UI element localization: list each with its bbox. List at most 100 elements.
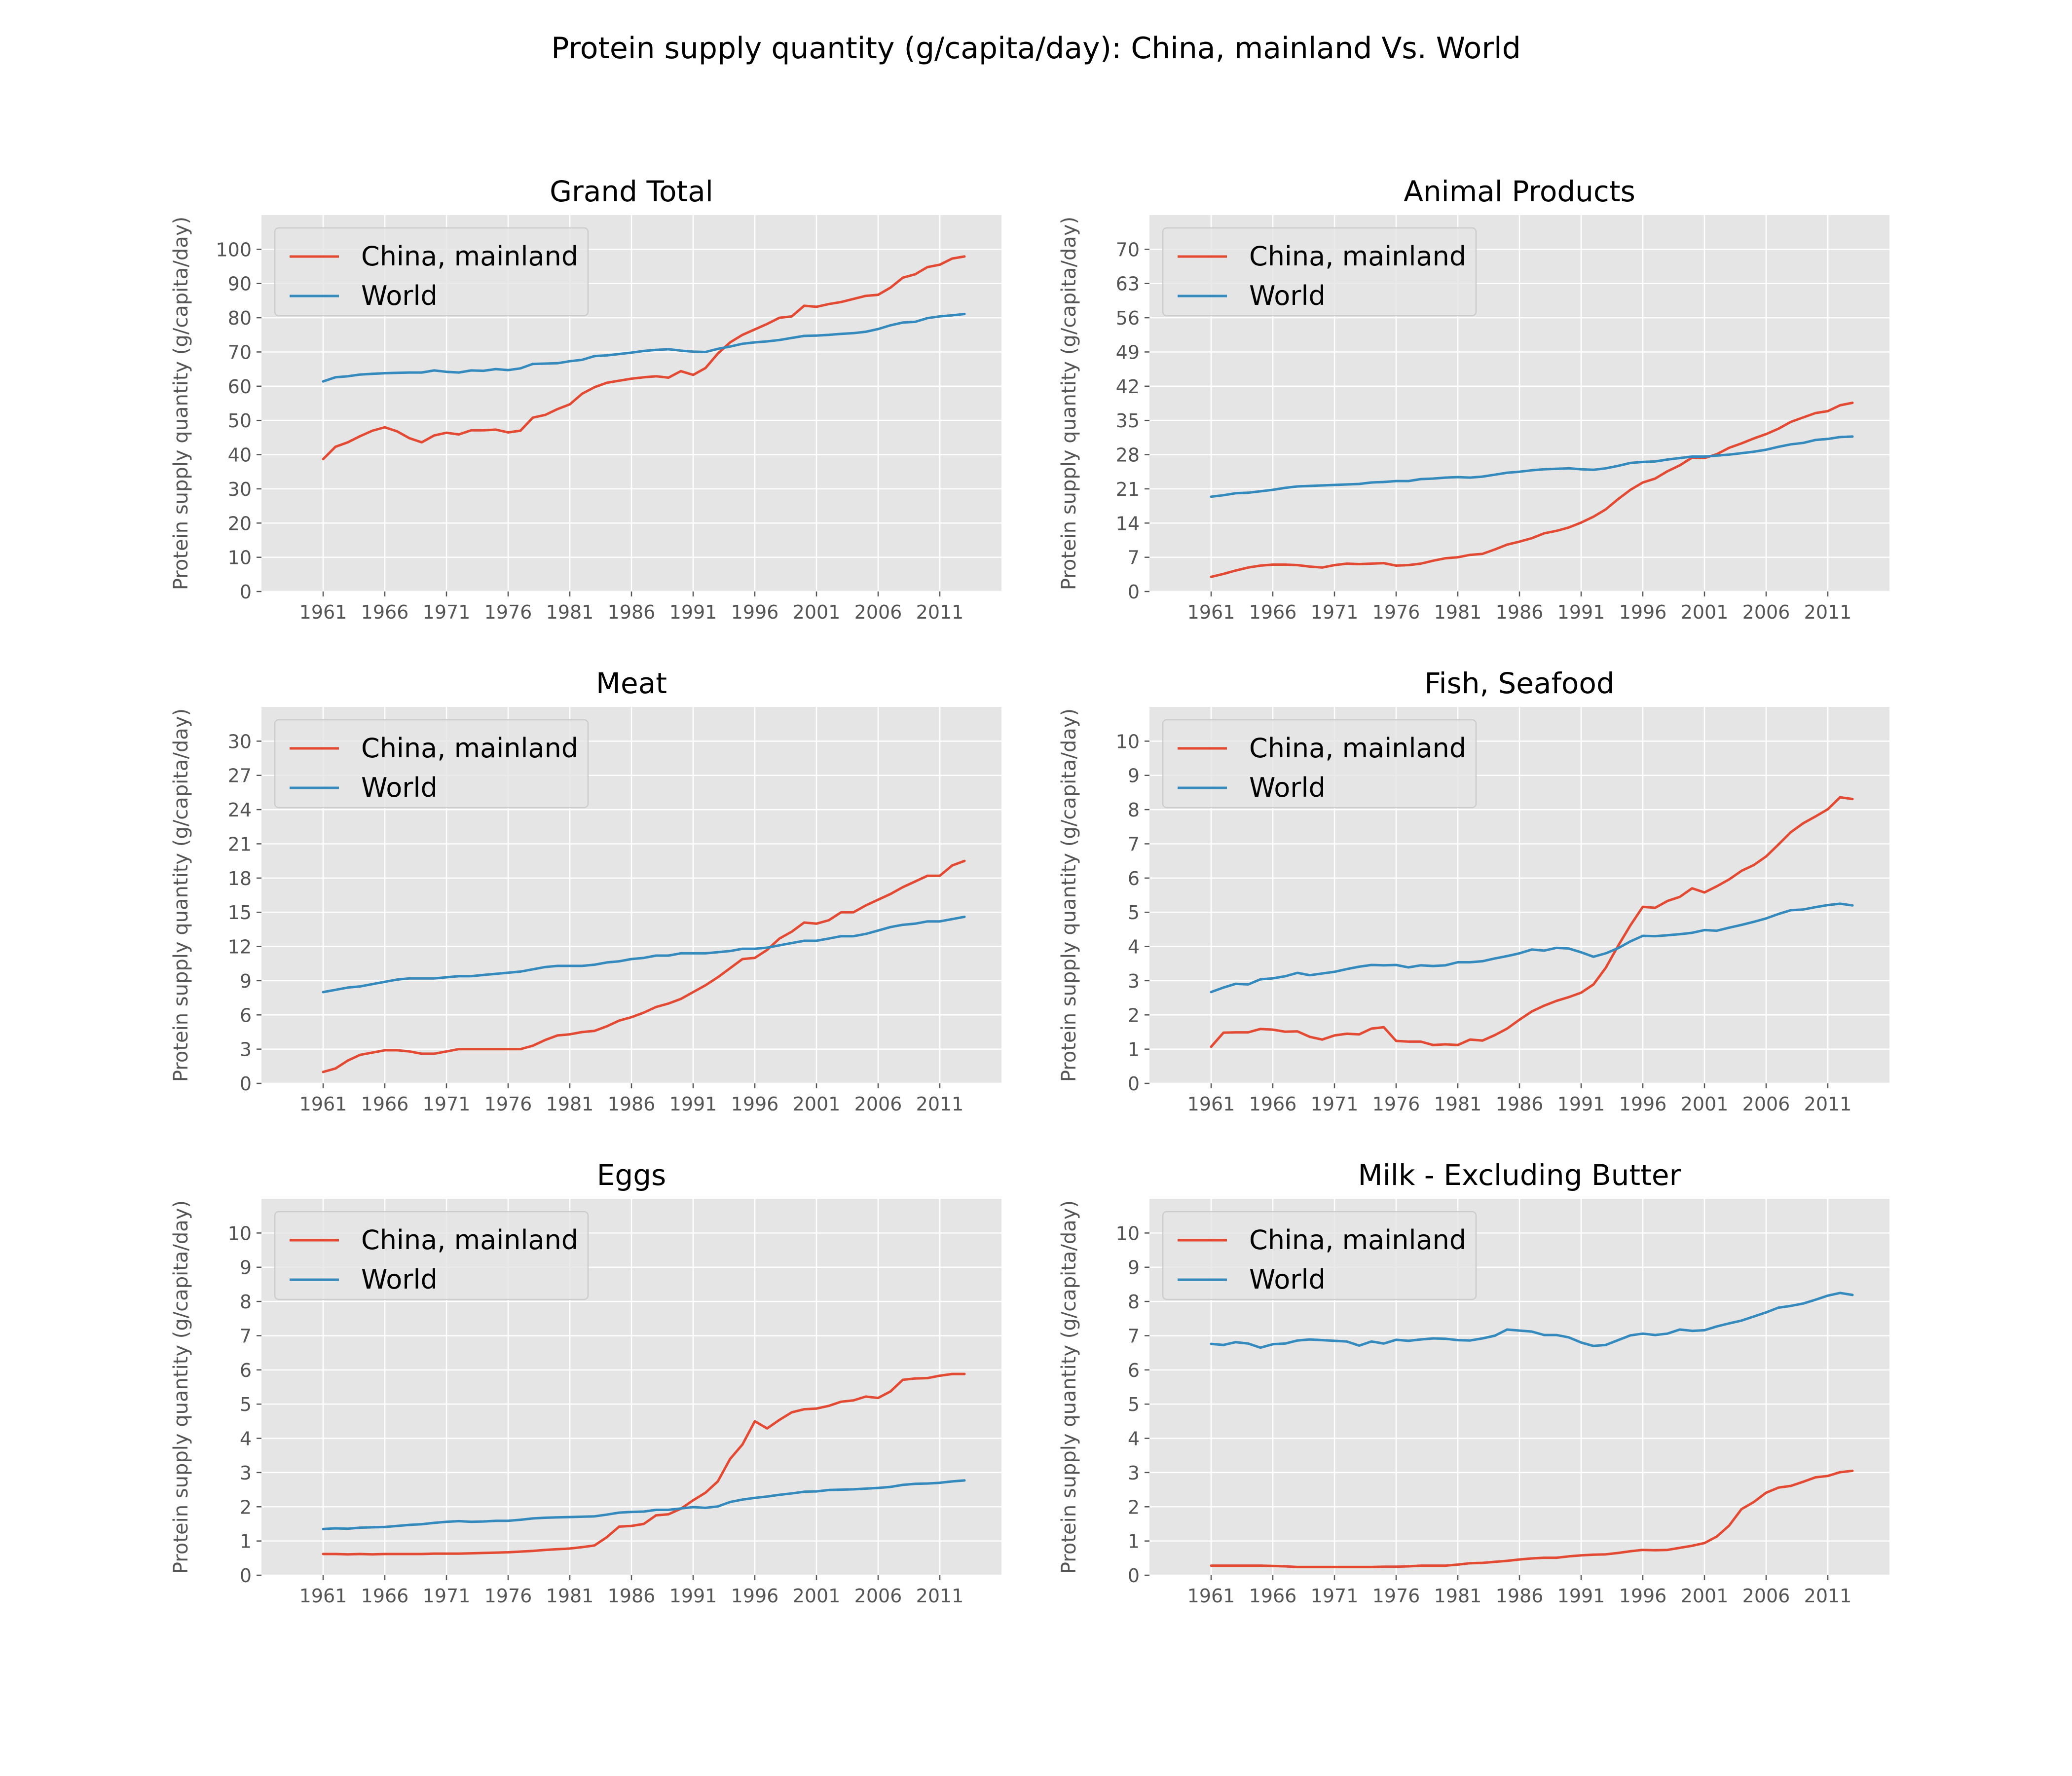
y-tick-label: 15 <box>228 902 252 924</box>
y-tick-label: 3 <box>240 1462 252 1484</box>
y-tick-label: 9 <box>240 1257 252 1279</box>
y-tick-label: 49 <box>1116 341 1140 363</box>
y-tick-label: 0 <box>1128 1565 1140 1587</box>
x-tick-label: 2011 <box>1804 1585 1852 1607</box>
x-tick-label: 1976 <box>1372 1585 1420 1607</box>
series-line-world <box>322 313 966 383</box>
y-tick-label: 6 <box>1128 1360 1140 1381</box>
x-tick-label: 1966 <box>361 601 409 623</box>
chart-panel-1: 0 10 20 30 40 50 60 70 80 90 100 1961 1966 1971 1976 19… <box>170 175 1001 623</box>
x-tick-label: 2011 <box>1804 601 1852 623</box>
y-tick-label: 40 <box>228 444 252 466</box>
series-line-china-mainland <box>322 859 966 1073</box>
y-tick-label: 4 <box>1128 936 1140 958</box>
y-tick-label: 2 <box>240 1496 252 1518</box>
x-tick-label: 1966 <box>1249 1093 1297 1115</box>
x-tick-label: 2006 <box>854 1585 902 1607</box>
legend-label: China, mainland <box>361 1224 578 1256</box>
y-tick-label: 1 <box>1128 1039 1140 1061</box>
x-tick-label: 1976 <box>1372 1093 1420 1115</box>
y-tick-label: 3 <box>1128 1462 1140 1484</box>
y-tick-label: 5 <box>1128 1394 1140 1415</box>
series-line-china-mainland <box>322 1372 966 1556</box>
y-tick-label: 12 <box>228 936 252 958</box>
x-tick-label: 1986 <box>608 601 656 623</box>
y-tick-label: 0 <box>240 1565 252 1587</box>
x-tick-label: 1961 <box>1187 601 1235 623</box>
y-tick-label: 1 <box>1128 1531 1140 1553</box>
series-line-china-mainland <box>1210 402 1854 578</box>
x-tick-label: 1996 <box>1619 601 1667 623</box>
legend-box <box>274 227 589 317</box>
series-line-world <box>1210 435 1854 498</box>
legend-label: China, mainland <box>1249 733 1466 764</box>
chart-panel-2: 0 7 14 21 28 35 42 49 56 63 70 1961 1966 1971 1976 1981… <box>1058 175 1889 623</box>
x-tick-label: 2006 <box>854 1093 902 1115</box>
chart-panel-3: 0 3 6 9 12 15 18 21 24 27 30 1961 1966 1971 1976 1981 19… <box>170 666 1001 1115</box>
y-tick-label: 28 <box>1116 444 1140 466</box>
y-tick-label: 10 <box>1116 731 1140 752</box>
chart-title: Animal Products <box>1404 175 1635 208</box>
x-tick-label: 1986 <box>608 1585 656 1607</box>
x-tick-label: 1991 <box>669 1093 717 1115</box>
x-tick-label: 1981 <box>1434 1093 1482 1115</box>
legend-box <box>1162 719 1477 809</box>
y-tick-label: 42 <box>1116 376 1140 398</box>
y-tick-label: 14 <box>1116 513 1140 534</box>
x-tick-label: 1996 <box>1619 1585 1667 1607</box>
x-tick-label: 1971 <box>423 1093 471 1115</box>
x-tick-label: 2006 <box>854 601 902 623</box>
chart-title: Milk - Excluding Butter <box>1358 1158 1681 1192</box>
y-axis-label: Protein supply quantity (g/capita/day) <box>1058 1200 1080 1574</box>
series-line-world <box>1210 902 1854 994</box>
chart-title: Eggs <box>597 1158 666 1192</box>
y-tick-label: 10 <box>228 1222 252 1244</box>
y-axis-label: Protein supply quantity (g/capita/day) <box>170 1200 192 1574</box>
legend-label: China, mainland <box>361 733 578 764</box>
x-tick-label: 1986 <box>1496 1585 1544 1607</box>
y-tick-label: 60 <box>228 376 252 398</box>
y-tick-label: 9 <box>1128 1257 1140 1279</box>
legend-box <box>1162 1211 1477 1300</box>
y-tick-label: 2 <box>1128 1004 1140 1026</box>
y-tick-label: 70 <box>1116 239 1140 260</box>
x-tick-label: 2011 <box>1804 1093 1852 1115</box>
chart-title: Meat <box>596 666 667 700</box>
legend: China, mainland World <box>1162 1211 1477 1300</box>
y-axis-label: Protein supply quantity (g/capita/day) <box>170 217 192 590</box>
x-tick-label: 1981 <box>546 1093 594 1115</box>
legend-label: World <box>1249 1264 1326 1295</box>
y-tick-label: 7 <box>1128 833 1140 855</box>
y-tick-label: 4 <box>1128 1428 1140 1450</box>
y-tick-label: 9 <box>1128 765 1140 787</box>
series-line-world <box>1210 1292 1854 1349</box>
x-tick-label: 1976 <box>484 1585 532 1607</box>
chart-panel-6: 0 1 2 3 4 5 6 7 8 9 10 1961 1966 1971 1976 1981 1986 1991… <box>1058 1158 1889 1607</box>
series-line-china-mainland <box>1210 796 1854 1048</box>
x-tick-label: 1966 <box>361 1093 409 1115</box>
x-tick-label: 2006 <box>1742 601 1790 623</box>
x-tick-label: 2001 <box>793 1093 841 1115</box>
y-tick-label: 7 <box>1128 547 1140 569</box>
chart-title: Grand Total <box>550 175 713 208</box>
y-tick-label: 10 <box>1116 1222 1140 1244</box>
y-tick-label: 63 <box>1116 273 1140 295</box>
x-tick-label: 1971 <box>1311 1585 1359 1607</box>
x-tick-label: 2011 <box>916 1093 964 1115</box>
y-tick-label: 6 <box>240 1004 252 1026</box>
x-tick-label: 1991 <box>669 601 717 623</box>
y-axis-label: Protein supply quantity (g/capita/day) <box>170 708 192 1082</box>
series-line-china-mainland <box>1210 1469 1854 1568</box>
y-tick-label: 6 <box>240 1360 252 1381</box>
y-tick-label: 21 <box>228 833 252 855</box>
y-tick-label: 6 <box>1128 868 1140 889</box>
x-tick-label: 2001 <box>793 601 841 623</box>
x-tick-label: 1981 <box>546 601 594 623</box>
x-tick-label: 1961 <box>299 1585 347 1607</box>
y-tick-label: 8 <box>1128 1291 1140 1313</box>
x-tick-label: 1971 <box>1311 1093 1359 1115</box>
y-tick-label: 90 <box>228 273 252 295</box>
x-tick-label: 1996 <box>731 601 779 623</box>
legend-label: World <box>361 772 438 803</box>
